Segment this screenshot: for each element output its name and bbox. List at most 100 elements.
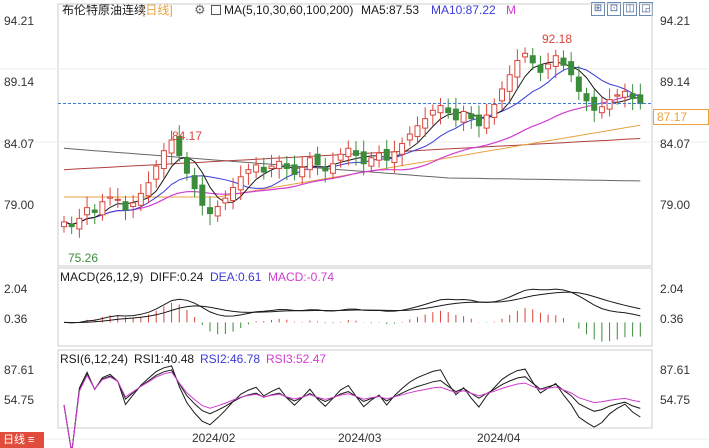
candle-body [475, 114, 482, 127]
macd-panel-frame [57, 267, 653, 347]
candle-body [376, 152, 383, 161]
price-tick-left: 79.00 [4, 198, 35, 212]
low-price-label: 75.26 [68, 251, 99, 265]
last-price-badge: 87.17 [653, 109, 709, 125]
candle-body [91, 209, 98, 213]
period-selector[interactable]: [日线] [142, 3, 173, 17]
candle-body [368, 157, 375, 167]
macd-diff: DIFF:0.24 [150, 270, 204, 284]
price-tick-right: 79.00 [660, 198, 691, 212]
rsi-label: RSI(6,12,24) [60, 352, 129, 366]
candle-body [614, 94, 621, 97]
candle-body [291, 164, 298, 175]
mid-high-price-label: 84.17 [172, 129, 203, 143]
grid-icon[interactable]: ⊞ [591, 2, 605, 16]
macd-dea-line [63, 291, 641, 323]
price-tick-right: 84.07 [660, 137, 691, 151]
toggle-icon[interactable]: ◫ [623, 2, 637, 16]
gear-icon[interactable]: ⚙ [194, 2, 206, 17]
rsi-tick-left: 87.61 [4, 363, 35, 377]
candle-body [329, 163, 336, 174]
ma10-line [63, 66, 641, 225]
candle-body [245, 169, 252, 174]
chart-header: 布伦特原油连续 [日线] ⚙ MA(5,10,30,60,100,200) MA… [0, 0, 709, 20]
candle-body [460, 111, 467, 123]
candle-body [491, 103, 498, 118]
macd-diff-line [63, 288, 641, 324]
macd-dea: DEA:0.61 [210, 270, 262, 284]
candle-body [499, 88, 505, 102]
price-tick-left: 94.21 [4, 14, 35, 28]
candle-body [199, 184, 206, 206]
candle-body [253, 164, 260, 173]
candle-body [322, 166, 329, 172]
candle-body [506, 74, 513, 92]
ma5-value: MA5:87.53 [361, 3, 420, 17]
ma-more-button[interactable]: M [506, 3, 516, 17]
rsi2-value: RSI2:46.78 [200, 352, 261, 366]
period-logo[interactable]: 日线 ≡ [0, 432, 44, 448]
candle-body [621, 90, 628, 98]
candle-body [522, 52, 529, 58]
fit-icon[interactable]: ⊡ [607, 2, 621, 16]
candle-body [391, 151, 398, 164]
candle-body [68, 223, 75, 228]
date-tick: 2024/03 [338, 431, 382, 445]
rsi-tick-right: 87.61 [660, 363, 691, 377]
candle-body [237, 176, 244, 191]
candle-body [299, 166, 306, 178]
rsi-tick-right: 54.75 [660, 393, 691, 407]
candle-body [314, 153, 321, 166]
candle-body [422, 118, 429, 129]
candle-body [545, 63, 552, 70]
candle-body [429, 109, 436, 116]
candle-body [483, 114, 490, 129]
price-tick-left: 89.14 [4, 75, 35, 89]
rsi-tick-left: 54.75 [4, 393, 35, 407]
candle-body [260, 166, 267, 173]
price-tick-right: 89.14 [660, 75, 691, 89]
candle-body [360, 151, 367, 165]
candle-body [637, 94, 644, 105]
macd-tick-right: 2.04 [660, 282, 684, 296]
candle-body [598, 106, 605, 114]
macd-tick-left: 2.04 [4, 282, 28, 296]
candle-body [107, 196, 114, 199]
candle-body [76, 217, 83, 230]
ma30-line [63, 94, 641, 225]
candle-body [168, 139, 175, 154]
candle-body [606, 99, 613, 110]
candle-body [537, 64, 544, 73]
rsi1-value: RSI1:40.48 [134, 352, 195, 366]
macd-tick-left: 0.36 [4, 312, 28, 326]
candle-body [406, 133, 413, 141]
rsi2-line [63, 369, 641, 448]
candle-body [583, 93, 590, 102]
candle-body [276, 160, 283, 169]
candle-body [114, 198, 121, 201]
candle-body [214, 205, 221, 217]
date-tick: 2024/04 [477, 431, 521, 445]
price-panel-frame [57, 3, 653, 267]
instrument-title: 布伦特原油连续 [62, 3, 147, 17]
candle-body [383, 148, 390, 161]
candle-body [575, 76, 582, 92]
candle-body [191, 175, 198, 190]
date-tick: 2024/02 [192, 431, 236, 445]
rsi3-value: RSI3:52.47 [266, 352, 327, 366]
candle-body [160, 150, 167, 169]
ma-toggle-checkbox[interactable] [211, 5, 221, 15]
candle-body [122, 201, 129, 211]
candle-body [137, 192, 144, 206]
ma200-line [63, 147, 641, 182]
ma-settings-label[interactable]: MA(5,10,30,60,100,200) [224, 3, 354, 17]
candle-body [306, 157, 313, 171]
candle-body [445, 107, 452, 114]
candle-body [399, 143, 406, 155]
macd-label: MACD(26,12,9) [60, 270, 144, 284]
candle-body [84, 207, 91, 216]
candle-body [145, 182, 152, 197]
candle-body [99, 201, 106, 216]
candle-body [61, 221, 67, 228]
